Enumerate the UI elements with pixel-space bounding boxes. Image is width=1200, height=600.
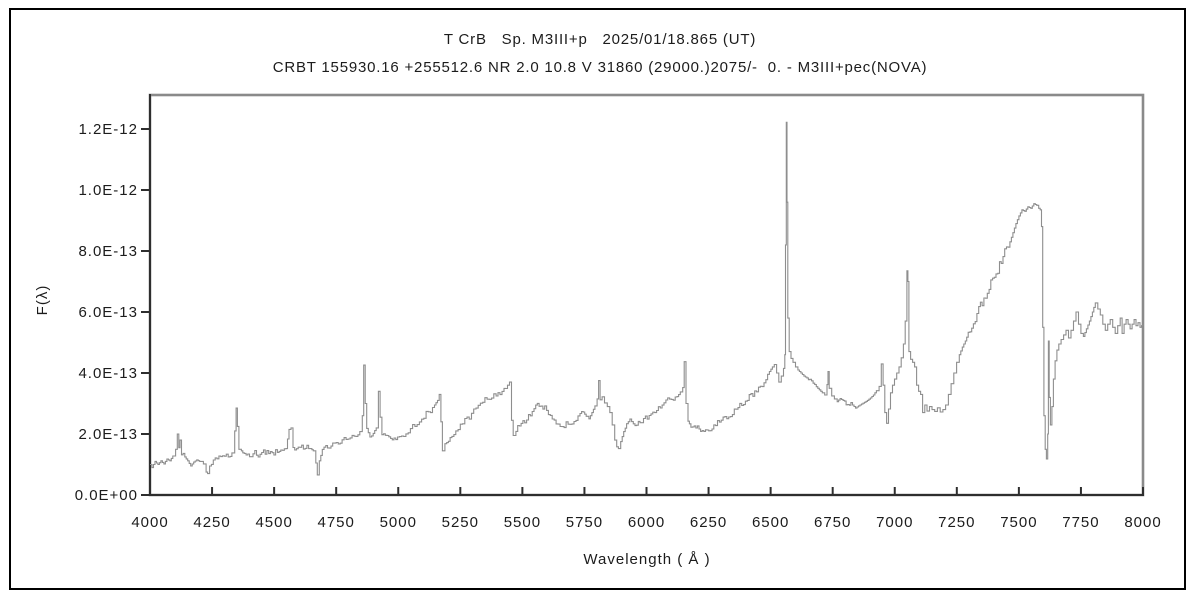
x-tick-label: 5750 [566,514,603,531]
y-tick-label: 6.0E-13 [78,304,138,321]
x-tick-label: 7000 [876,514,913,531]
x-tick-label: 7750 [1062,514,1099,531]
x-axis-label: Wavelength ( Å ) [583,551,710,568]
spectrum-line [150,121,1144,476]
y-tick-label: 4.0E-13 [78,365,138,382]
x-tick-label: 4250 [193,514,230,531]
x-tick-label: 4500 [255,514,292,531]
x-tick-label: 5250 [442,514,479,531]
y-tick-label: 2.0E-13 [78,426,138,443]
x-tick-label: 5000 [380,514,417,531]
y-axis-label: F(λ) [34,285,51,316]
plot-frame [148,93,1145,497]
x-tick-label: 6500 [752,514,789,531]
y-axis-tick-labels: 0.0E+00 2.0E-13 4.0E-13 6.0E-13 8.0E-13 1.0E-… [75,121,138,504]
x-tick-label: 6750 [814,514,851,531]
y-tick-label: 0.0E+00 [75,487,138,504]
x-axis-tick-labels: 4000 4250 4500 4750 5000 5250 5500 5750 6000 6250… [131,514,1161,531]
x-tick-label: 6250 [690,514,727,531]
chart-title: T CrB Sp. M3III+p 2025/01/18.865 (UT) [443,31,757,48]
x-tick-label: 6000 [628,514,665,531]
x-tick-label: 8000 [1124,514,1161,531]
x-axis-ticks [149,487,1144,494]
x-tick-label: 4750 [318,514,355,531]
y-tick-label: 8.0E-13 [78,243,138,260]
y-tick-label: 1.2E-12 [78,121,138,138]
x-tick-label: 7250 [938,514,975,531]
chart-subtitle: CRBT 155930.16 +255512.6 NR 2.0 10.8 V 3… [272,59,928,76]
y-tick-label: 1.0E-12 [78,182,138,199]
y-axis-ticks [141,128,149,496]
x-tick-label: 5500 [504,514,541,531]
x-tick-label: 7500 [1000,514,1037,531]
x-tick-label: 4000 [131,514,168,531]
